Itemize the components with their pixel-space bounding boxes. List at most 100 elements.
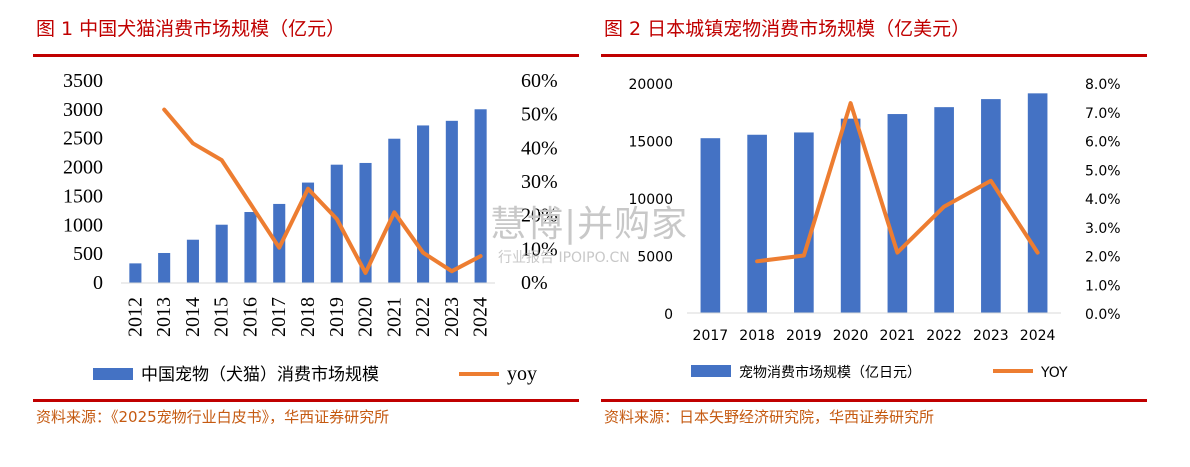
c2-y-left-tick: 10000 <box>628 192 673 208</box>
c1-line-series <box>162 107 483 275</box>
c2-y-right-tick: 8.0% <box>1085 77 1121 93</box>
c1-x-tick: 2016 <box>239 297 261 337</box>
c1-line-point-2024 <box>479 254 483 258</box>
c2-line-point-2023 <box>989 179 993 183</box>
c2-y-left-tick: 0 <box>664 307 673 323</box>
figure-1-source: 资料来源：《2025宠物行业白皮书》，华西证券研究所 <box>36 408 390 426</box>
c1-bar-2020 <box>359 162 372 283</box>
c1-line-point-2020 <box>364 271 368 275</box>
c1-x-tick: 2021 <box>383 297 405 337</box>
figure-2-title: 图 2 日本城镇宠物消费市场规模（亿美元） <box>604 18 971 40</box>
c1-legend-bar-swatch <box>93 368 133 380</box>
c1-bar-2013 <box>158 252 171 283</box>
c1-x-tick: 2017 <box>268 297 290 337</box>
c2-bar-2019 <box>794 132 814 313</box>
c2-bar-2022 <box>934 107 954 314</box>
c1-line-point-2021 <box>392 210 396 214</box>
c1-line-point-2023 <box>450 269 454 273</box>
c2-x-tick: 2022 <box>926 328 962 344</box>
figure-2-source: 资料来源：日本矢野经济研究院，华西证券研究所 <box>604 408 935 426</box>
c1-y-right-tick: 60% <box>521 70 558 92</box>
c2-x-tick: 2021 <box>880 328 916 344</box>
c2-y-right-tick: 1.0% <box>1085 278 1121 294</box>
c1-x-tick: 2014 <box>182 297 204 337</box>
c1-bar-2014 <box>186 239 199 283</box>
c2-line-point-2019 <box>802 254 806 257</box>
c2-bar-2017 <box>700 138 721 313</box>
c2-y-left-tick: 15000 <box>628 135 673 151</box>
figure-1-bottom-rule <box>33 399 579 402</box>
c1-y-right-tick: 10% <box>521 238 558 260</box>
c1-y-right-tick: 50% <box>521 104 558 126</box>
c2-line-point-2021 <box>895 251 899 255</box>
figure-2-top-rule <box>601 54 1147 57</box>
c1-bar-2024 <box>474 109 487 283</box>
c1-y-left-tick: 0 <box>93 272 103 294</box>
c2-x-tick: 2017 <box>693 328 729 344</box>
c2-y-left-tick: 5000 <box>637 250 673 266</box>
c1-line-point-2013 <box>162 108 166 112</box>
c2-bar-2021 <box>887 114 908 313</box>
figure-1-title: 图 1 中国犬猫消费市场规模（亿元） <box>36 18 346 40</box>
c2-y-right-tick: 7.0% <box>1085 106 1121 122</box>
c2-bar-2020 <box>840 118 861 314</box>
c1-bar-2012 <box>129 263 142 283</box>
c1-y-right-tick: 0% <box>521 272 548 294</box>
c2-line-point-2022 <box>942 205 946 209</box>
c2-y-right-tick: 5.0% <box>1085 163 1121 179</box>
c1-bar-2019 <box>330 164 343 283</box>
c2-line-point-2024 <box>1036 251 1040 255</box>
c1-x-tick: 2022 <box>412 297 434 337</box>
c2-legend-bar-swatch <box>691 365 731 377</box>
c1-legend-bar-label: 中国宠物（犬猫）消费市场规模 <box>141 365 379 385</box>
c2-y-right-tick: 3.0% <box>1085 221 1121 237</box>
c2-line-point-2018 <box>755 259 759 263</box>
c1-y-left-tick: 1500 <box>63 185 103 207</box>
c1-x-tick: 2013 <box>153 297 175 337</box>
c2-bar-2024 <box>1027 93 1048 313</box>
c1-y-right-tick: 20% <box>521 205 558 227</box>
c1-x-tick: 2020 <box>355 297 377 337</box>
figure-2-bottom-rule <box>601 399 1147 402</box>
c1-bar-2016 <box>244 212 257 283</box>
c2-y-left-tick: 20000 <box>628 77 673 93</box>
c1-bar-2018 <box>301 182 315 283</box>
c1-x-tick: 2015 <box>211 297 233 337</box>
c1-y-right-tick: 40% <box>521 137 558 159</box>
c2-x-tick: 2018 <box>739 328 775 344</box>
c1-line-point-2018 <box>306 187 310 191</box>
c1-y-right-tick: 30% <box>521 171 558 193</box>
c2-y-right-tick: 6.0% <box>1085 135 1121 151</box>
c1-bar-2023 <box>445 120 458 283</box>
chart-2: 0 5000 10000 15000 20000 0.0% 1.0% 2.0% 3.0% 4.0%… <box>628 77 1121 381</box>
c1-y-left-tick: 1000 <box>63 214 103 236</box>
c1-line-point-2017 <box>277 246 281 250</box>
c2-x-tick: 2020 <box>833 328 869 344</box>
c2-x-tick: 2019 <box>786 328 822 344</box>
c1-line-point-2022 <box>421 251 425 255</box>
c1-bar-2015 <box>215 224 228 283</box>
c2-y-right-tick: 0.0% <box>1085 307 1121 323</box>
c1-y-left-tick: 3000 <box>63 99 103 121</box>
c2-legend-line-label: YOY <box>1040 365 1068 381</box>
c1-legend-line-label: yoy <box>507 363 537 385</box>
c1-x-tick: 2023 <box>441 297 463 337</box>
c1-y-left-tick: 3500 <box>63 70 103 92</box>
c1-line-point-2014 <box>191 141 195 145</box>
c1-y-left-tick: 2500 <box>63 128 103 150</box>
c1-x-tick: 2024 <box>470 297 492 337</box>
c1-x-tick: 2018 <box>297 297 319 337</box>
c2-legend-bar-label: 宠物消费市场规模（亿日元） <box>739 364 921 381</box>
c1-bar-2022 <box>417 125 430 283</box>
c1-y-left-tick: 500 <box>73 243 103 265</box>
c2-bar-2018 <box>747 134 767 313</box>
c1-line-point-2015 <box>220 158 224 162</box>
c1-y-left-tick: 2000 <box>63 157 103 179</box>
c2-x-tick: 2024 <box>1020 328 1056 344</box>
c2-bar-2023 <box>981 99 1001 313</box>
c2-x-tick: 2023 <box>973 328 1009 344</box>
c2-y-right-tick: 4.0% <box>1085 192 1121 208</box>
c2-line-point-2020 <box>849 101 853 105</box>
c1-line-point-2019 <box>335 217 339 221</box>
c2-y-right-tick: 2.0% <box>1085 250 1121 266</box>
